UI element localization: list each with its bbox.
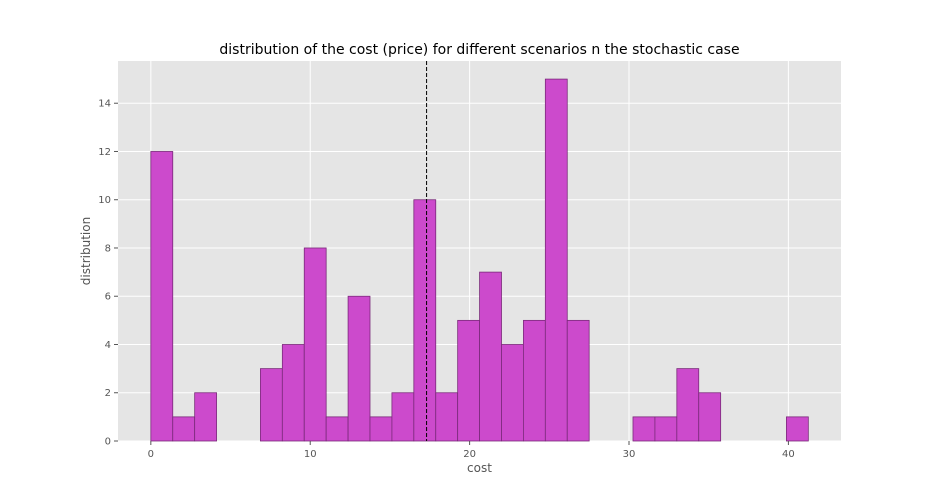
y-tick-label: 14 xyxy=(98,99,111,110)
y-tick-label: 6 xyxy=(105,292,111,303)
histogram-bar xyxy=(281,344,305,442)
y-tick-label: 10 xyxy=(98,195,111,206)
histogram-bar xyxy=(172,416,196,442)
x-tick-label: 20 xyxy=(463,449,476,460)
histogram-bar xyxy=(654,416,678,442)
histogram-bar xyxy=(260,368,283,442)
chart-title: distribution of the cost (price) for dif… xyxy=(219,42,739,58)
x-tick-label: 10 xyxy=(304,449,317,460)
histogram-bar xyxy=(523,319,546,442)
x-axis-ticks: 0 10 20 30 40 xyxy=(148,441,795,460)
histogram-bar xyxy=(632,416,656,442)
histogram-bar xyxy=(347,295,371,442)
histogram-bar xyxy=(501,344,524,442)
histogram-bar xyxy=(150,151,174,442)
y-tick-label: 12 xyxy=(98,147,111,158)
histogram-bars xyxy=(150,78,809,442)
histogram-bar xyxy=(479,271,502,442)
histogram-bar xyxy=(325,416,349,442)
y-tick-label: 0 xyxy=(105,437,111,448)
histogram-bar xyxy=(303,247,327,442)
histogram-bar xyxy=(698,392,722,442)
x-tick-label: 30 xyxy=(623,449,636,460)
histogram-bar xyxy=(786,416,809,442)
histogram-bar xyxy=(435,392,459,442)
y-tick-label: 8 xyxy=(105,243,111,254)
x-tick-label: 40 xyxy=(782,449,795,460)
y-tick-label: 2 xyxy=(105,388,111,399)
histogram-bar xyxy=(413,199,437,442)
histogram-bar xyxy=(369,416,393,442)
histogram-bar xyxy=(194,392,217,442)
y-axis-ticks: 0 2 4 6 8 10 12 14 xyxy=(98,99,118,448)
histogram-bar xyxy=(676,368,700,442)
histogram-bar xyxy=(544,78,568,442)
histogram-bar xyxy=(391,392,415,442)
x-tick-label: 0 xyxy=(148,449,154,460)
y-axis-label: distribution xyxy=(79,217,93,285)
histogram-bar xyxy=(457,319,480,442)
y-tick-label: 4 xyxy=(105,340,111,351)
x-axis-label: cost xyxy=(467,461,492,475)
histogram-bar xyxy=(566,319,590,442)
